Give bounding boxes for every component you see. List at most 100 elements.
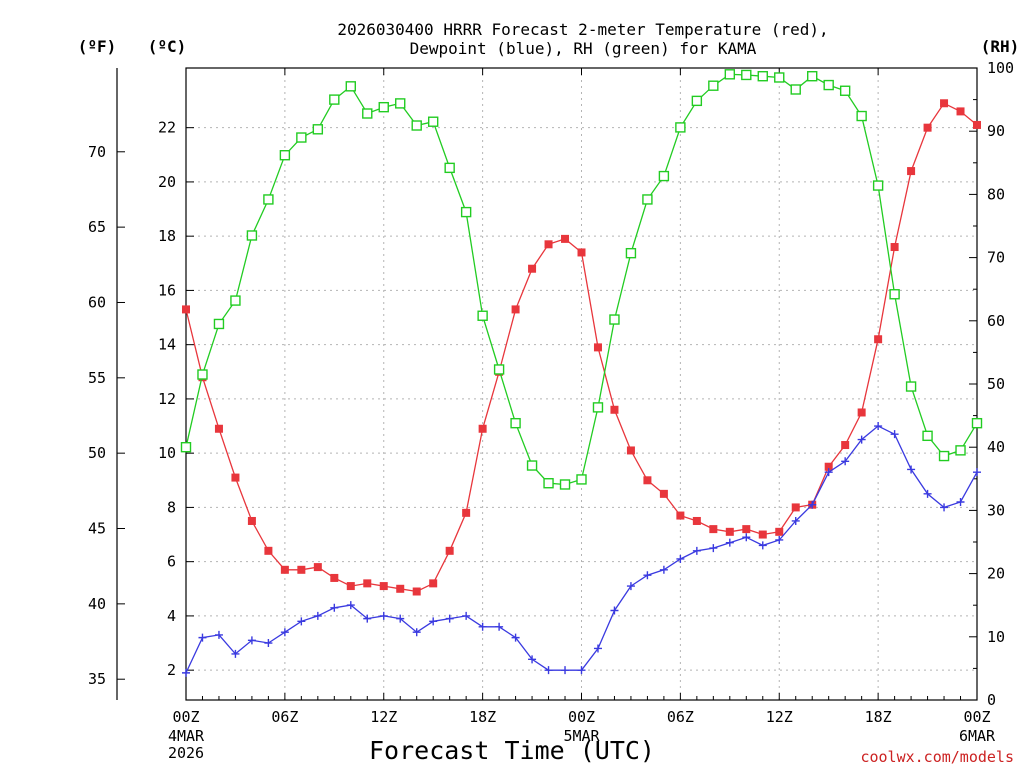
rh-unit-label: (RH): [981, 37, 1020, 56]
temperature-point: [264, 546, 273, 555]
rh-point: [774, 72, 785, 83]
dewpoint-point: [231, 649, 240, 658]
dewpoint-point: [890, 430, 899, 439]
temperature-point: [412, 587, 421, 596]
temperature-series: [182, 99, 981, 596]
temperature-point: [775, 527, 784, 536]
celsius-unit-label: (ºC): [148, 37, 187, 56]
rh-tick-label: 40: [987, 438, 1005, 456]
dewpoint-point: [313, 611, 322, 620]
x-tick-label: 00Z: [568, 708, 595, 726]
chart-title-line1: 2026030400 HRRR Forecast 2-meter Tempera…: [337, 20, 828, 39]
rh-tick-label: 90: [987, 122, 1005, 140]
x-tick-sublabel: 4MAR: [168, 727, 205, 745]
dewpoint-point: [363, 614, 372, 623]
temperature-point: [330, 573, 339, 582]
rh-point: [905, 381, 917, 392]
rh-point: [395, 98, 406, 109]
temperature-point: [511, 305, 520, 314]
dewpoint-point: [857, 435, 866, 444]
rh-point: [955, 445, 966, 456]
celsius-tick-label: 10: [158, 444, 176, 462]
temperature-point: [758, 530, 767, 539]
rh-point: [741, 69, 752, 81]
rh-point: [378, 101, 389, 113]
rh-point: [823, 79, 834, 91]
temperature-point: [956, 107, 965, 116]
dewpoint-point: [396, 614, 405, 623]
x-tick-label: 12Z: [766, 708, 793, 726]
rh-point: [411, 120, 422, 131]
rh-tick-label: 50: [987, 375, 1005, 393]
x-tick-sublabel: 6MAR: [959, 727, 996, 745]
temperature-point: [593, 343, 602, 352]
rh-series: [180, 69, 983, 490]
rh-point: [675, 122, 686, 133]
dewpoint-point: [280, 628, 289, 637]
x-tick-label: 18Z: [865, 708, 892, 726]
rh-point: [642, 194, 653, 205]
dewpoint-point: [725, 538, 734, 547]
x-tick-label: 00Z: [963, 708, 990, 726]
rh-tick-label: 20: [987, 565, 1005, 583]
fahrenheit-unit-label: (ºF): [78, 37, 117, 56]
temperature-point: [643, 476, 652, 485]
rh-tick-label: 0: [987, 691, 996, 709]
dewpoint-point: [528, 655, 537, 664]
temperature-point: [973, 120, 981, 129]
rh-point: [526, 460, 538, 471]
rh-point: [510, 417, 521, 429]
temperature-point: [462, 508, 471, 517]
rh-tick-label: 60: [987, 312, 1005, 330]
dewpoint-point: [264, 639, 273, 648]
temperature-point: [626, 446, 635, 455]
celsius-tick-label: 18: [158, 227, 176, 245]
rh-point: [230, 295, 241, 306]
temperature-point: [742, 525, 751, 534]
rh-point: [427, 116, 439, 127]
dewpoint-series: [182, 422, 981, 677]
temperature-point: [725, 527, 734, 536]
celsius-tick-label: 4: [167, 607, 176, 625]
rh-point: [444, 162, 455, 174]
dewpoint-point: [544, 666, 553, 675]
fahrenheit-tick-label: 50: [88, 444, 106, 462]
dewpoint-point: [593, 644, 602, 653]
rh-tick-label: 30: [987, 501, 1005, 519]
dewpoint-point: [824, 468, 833, 477]
rh-tick-label: 80: [987, 185, 1005, 203]
celsius-tick-label: 16: [158, 281, 176, 299]
rh-point: [708, 80, 719, 91]
dewpoint-point: [198, 633, 207, 642]
temperature-point: [280, 565, 289, 574]
celsius-tick-label: 20: [158, 173, 176, 191]
temperature-point: [478, 424, 487, 433]
temperature-point: [346, 582, 355, 591]
rh-point: [576, 474, 587, 485]
x-tick-label: 06Z: [667, 708, 694, 726]
temperature-point: [841, 441, 850, 450]
dewpoint-point: [379, 611, 388, 620]
fahrenheit-tick-label: 35: [88, 670, 106, 688]
rh-point: [872, 180, 884, 191]
chart-title-line2: Dewpoint (blue), RH (green) for KAMA: [410, 39, 757, 58]
rh-tick-label: 100: [987, 59, 1014, 77]
dewpoint-point: [429, 617, 438, 626]
rh-point: [279, 150, 291, 161]
temperature-point: [874, 335, 883, 344]
rh-point: [839, 85, 851, 96]
temperature-point: [214, 424, 223, 433]
x-tick-label: 12Z: [370, 708, 397, 726]
rh-point: [790, 84, 801, 95]
rh-tick-label: 70: [987, 249, 1005, 267]
temperature-point: [445, 546, 454, 555]
rh-point: [362, 108, 373, 119]
rh-point: [180, 442, 192, 453]
temperature-point: [610, 405, 619, 414]
dewpoint-point: [247, 636, 256, 645]
rh-point: [312, 124, 324, 135]
dewpoint-point: [511, 633, 520, 642]
fahrenheit-tick-label: 65: [88, 218, 106, 236]
rh-point: [477, 310, 488, 321]
dewpoint-point: [758, 541, 767, 550]
